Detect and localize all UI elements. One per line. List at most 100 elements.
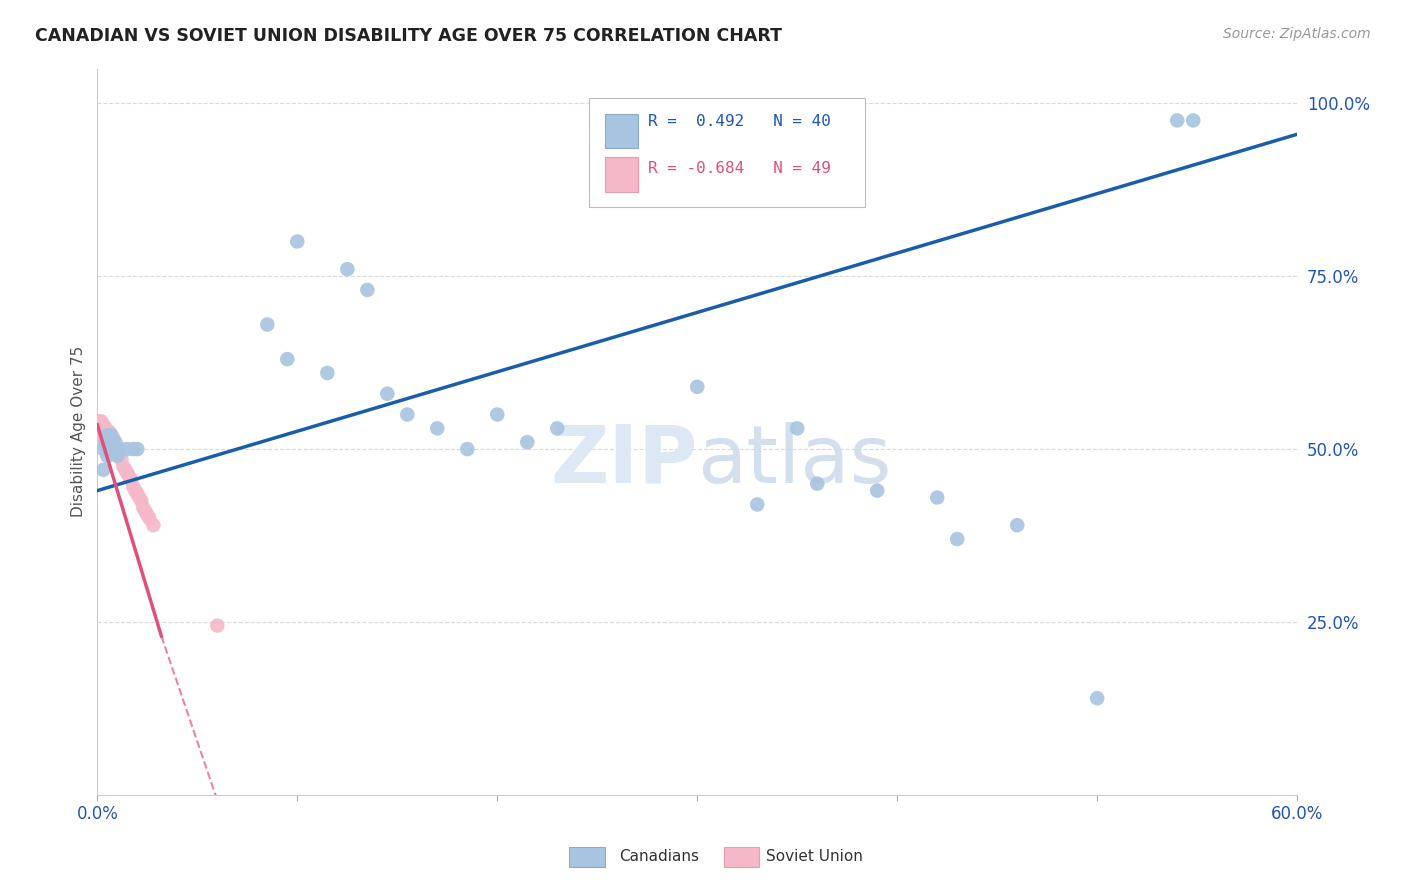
Bar: [569, 847, 605, 867]
Point: [93, 421, 115, 435]
Point: [100, 428, 122, 442]
Point: [127, 442, 149, 456]
Point: [90, 417, 112, 432]
Point: [356, 283, 378, 297]
Point: [98, 428, 121, 442]
Point: [103, 432, 125, 446]
Point: [96, 449, 118, 463]
Point: [927, 491, 949, 505]
Point: [131, 494, 153, 508]
Point: [105, 449, 128, 463]
Point: [786, 421, 808, 435]
Point: [112, 459, 135, 474]
Point: [426, 421, 449, 435]
Point: [256, 318, 278, 332]
Point: [110, 442, 132, 456]
Point: [94, 428, 117, 442]
Point: [120, 473, 142, 487]
Point: [108, 445, 131, 459]
Point: [108, 449, 131, 463]
Point: [96, 428, 118, 442]
Bar: [605, 113, 638, 148]
Point: [100, 428, 122, 442]
Point: [142, 518, 165, 533]
Point: [96, 432, 118, 446]
Point: [96, 428, 118, 442]
Point: [90, 425, 112, 439]
Point: [93, 442, 115, 456]
Point: [127, 487, 149, 501]
Point: [486, 408, 509, 422]
Point: [118, 469, 141, 483]
Point: [114, 463, 136, 477]
Text: CANADIAN VS SOVIET UNION DISABILITY AGE OVER 75 CORRELATION CHART: CANADIAN VS SOVIET UNION DISABILITY AGE …: [35, 27, 782, 45]
Point: [516, 435, 538, 450]
Point: [336, 262, 359, 277]
Y-axis label: Disability Age Over 75: Disability Age Over 75: [72, 346, 86, 517]
Point: [89, 414, 111, 428]
Point: [1005, 518, 1028, 533]
Point: [89, 428, 111, 442]
Point: [96, 425, 118, 439]
FancyBboxPatch shape: [589, 97, 865, 207]
Point: [117, 467, 139, 481]
Point: [138, 511, 160, 525]
Point: [1085, 691, 1108, 706]
Point: [110, 452, 132, 467]
Point: [866, 483, 889, 498]
Point: [276, 352, 298, 367]
Text: atlas: atlas: [697, 422, 891, 500]
Point: [122, 442, 145, 456]
Point: [90, 414, 112, 428]
Point: [104, 435, 127, 450]
Text: Soviet Union: Soviet Union: [766, 849, 863, 863]
Point: [136, 508, 159, 522]
Point: [98, 442, 121, 456]
Point: [103, 442, 125, 456]
Text: R = -0.684   N = 49: R = -0.684 N = 49: [648, 161, 831, 176]
Point: [1182, 113, 1205, 128]
Point: [98, 432, 121, 446]
Point: [124, 483, 146, 498]
Point: [98, 435, 121, 450]
Point: [316, 366, 339, 380]
Point: [396, 408, 419, 422]
Point: [104, 439, 127, 453]
Point: [132, 500, 155, 515]
Point: [89, 421, 111, 435]
Point: [90, 421, 112, 435]
Text: R =  0.492   N = 40: R = 0.492 N = 40: [648, 114, 831, 129]
Point: [93, 463, 115, 477]
Point: [100, 442, 122, 456]
Point: [93, 425, 115, 439]
Point: [122, 480, 145, 494]
Bar: [724, 847, 759, 867]
Point: [806, 476, 828, 491]
Bar: [605, 157, 638, 192]
Point: [93, 428, 115, 442]
Point: [134, 504, 156, 518]
Point: [94, 425, 117, 439]
Point: [100, 432, 122, 446]
Point: [98, 425, 121, 439]
Point: [128, 491, 150, 505]
Point: [375, 386, 398, 401]
Point: [747, 498, 769, 512]
Point: [103, 435, 125, 450]
Text: Source: ZipAtlas.com: Source: ZipAtlas.com: [1223, 27, 1371, 41]
Point: [285, 235, 308, 249]
Point: [117, 442, 139, 456]
Point: [1166, 113, 1188, 128]
Point: [105, 445, 128, 459]
Point: [90, 428, 112, 442]
Point: [105, 442, 128, 456]
Point: [93, 417, 115, 432]
Point: [89, 417, 111, 432]
Point: [686, 380, 709, 394]
Point: [946, 532, 969, 546]
Text: ZIP: ZIP: [550, 422, 697, 500]
Point: [94, 421, 117, 435]
Point: [104, 442, 127, 456]
Text: Canadians: Canadians: [619, 849, 699, 863]
Point: [207, 618, 229, 632]
